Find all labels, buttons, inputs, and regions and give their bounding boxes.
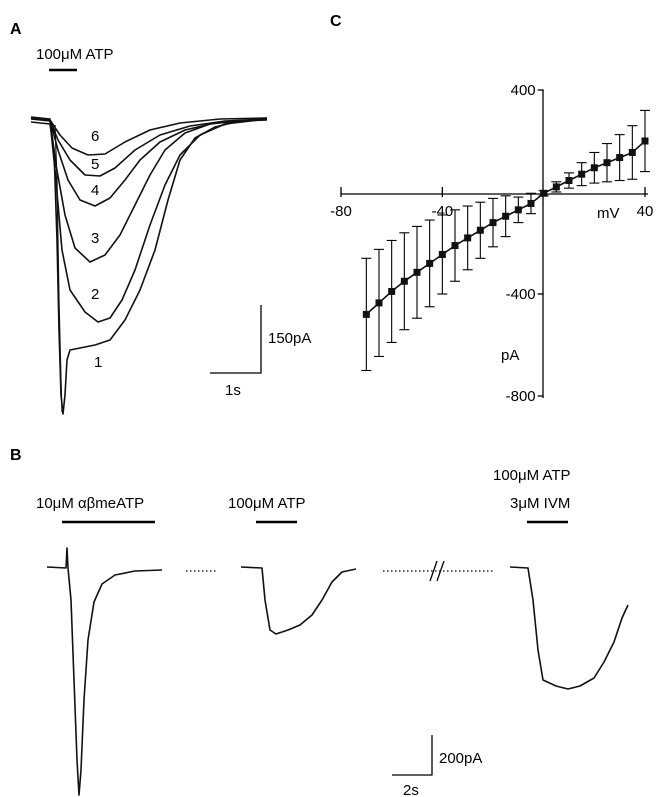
- iv-x-axis-label: mV: [597, 205, 620, 222]
- iv-point: [476, 226, 484, 234]
- trace-label-3: 3: [91, 230, 99, 247]
- trace-1-spike: [54, 124, 63, 413]
- trace-2: [30, 118, 268, 323]
- iv-ticks: [340, 89, 646, 397]
- iv-point: [426, 259, 434, 267]
- panel-a-scale-lines: [210, 305, 262, 374]
- iv-point: [527, 199, 535, 207]
- iv-point: [628, 148, 636, 156]
- iv-point: [388, 287, 396, 295]
- iv-x-tick-label: -40: [431, 203, 453, 220]
- panel-b-trace-3: [509, 566, 629, 690]
- iv-plot: -80 -40 40 400 -400 -800 mV pA: [330, 82, 653, 405]
- trace-label-5: 5: [91, 156, 99, 173]
- panel-b-scale-lines: [392, 735, 433, 776]
- trace-label-6: 6: [91, 128, 99, 145]
- panel-b-drug-1: 10μM αβmeATP: [36, 495, 144, 512]
- iv-y-tick-label: 400: [511, 82, 536, 99]
- iv-point: [413, 268, 421, 276]
- iv-x-tick-label: -80: [330, 203, 352, 220]
- panel-a-label: A: [10, 21, 22, 38]
- iv-point: [489, 219, 497, 227]
- iv-point: [552, 183, 560, 191]
- iv-point: [514, 206, 522, 214]
- iv-x-tick-label: 40: [637, 203, 654, 220]
- panel-b-drug-3-line-1: 100μM ATP: [493, 467, 571, 484]
- iv-point: [540, 189, 548, 197]
- panel-c-label: C: [330, 13, 342, 30]
- iv-point: [375, 299, 383, 307]
- trace-label-4: 4: [91, 182, 99, 199]
- iv-point: [464, 234, 472, 242]
- iv-point: [400, 277, 408, 285]
- panel-b-trace-2: [240, 566, 357, 635]
- iv-tick-labels: -80 -40 40 400 -400 -800: [330, 82, 653, 405]
- trace-3: [30, 116, 268, 263]
- iv-point: [438, 250, 446, 258]
- panel-a-drug-label: 100μM ATP: [36, 46, 114, 63]
- panel-b-scale-bar: 200pA 2s: [392, 735, 482, 797]
- panel-a: A 100μM ATP 1 2 3 4 5 6 150pA 1s: [10, 21, 311, 415]
- iv-point: [502, 212, 510, 220]
- iv-point: [641, 137, 649, 145]
- panel-a-scale-x: 1s: [225, 382, 241, 399]
- trace-4: [30, 117, 268, 207]
- trace-6: [30, 117, 268, 156]
- panel-b-label: B: [10, 447, 22, 464]
- trace-label-1: 1: [94, 354, 102, 371]
- iv-points: [362, 137, 649, 318]
- trace-label-2: 2: [91, 286, 99, 303]
- panel-b-drug-2: 100μM ATP: [228, 495, 306, 512]
- iv-y-tick-label: -400: [506, 286, 536, 303]
- panel-a-scale-y: 150pA: [268, 330, 311, 347]
- break-slash-1: [429, 560, 438, 582]
- panel-b-scale-y: 200pA: [439, 750, 482, 767]
- panel-a-scale-bar: 150pA 1s: [210, 305, 311, 399]
- iv-y-tick-label: -800: [506, 388, 536, 405]
- iv-y-axis-label: pA: [501, 347, 519, 364]
- panel-b-drug-3-line-2: 3μM IVM: [510, 495, 570, 512]
- panel-a-trace-labels: 1 2 3 4 5 6: [91, 128, 102, 371]
- iv-point: [590, 164, 598, 172]
- break-slash-2: [436, 560, 445, 582]
- iv-point: [451, 242, 459, 250]
- panel-b-trace-1: [46, 547, 163, 796]
- panel-a-traces: [30, 116, 268, 415]
- trace-1: [30, 119, 268, 415]
- panel-b-scale-x: 2s: [403, 782, 419, 797]
- panel-b-break-marks: [429, 560, 445, 582]
- iv-point: [616, 154, 624, 162]
- iv-point: [578, 170, 586, 178]
- trace-5: [30, 117, 268, 177]
- panel-b: B 10μM αβmeATP 100μM ATP 100μM ATP 3μM I…: [10, 447, 629, 797]
- iv-error-bars: [361, 109, 650, 372]
- iv-point: [362, 310, 370, 318]
- iv-point: [565, 177, 573, 185]
- panel-c: C -80 -40 40 400 -400 -800 mV pA: [330, 13, 653, 405]
- iv-point: [603, 159, 611, 167]
